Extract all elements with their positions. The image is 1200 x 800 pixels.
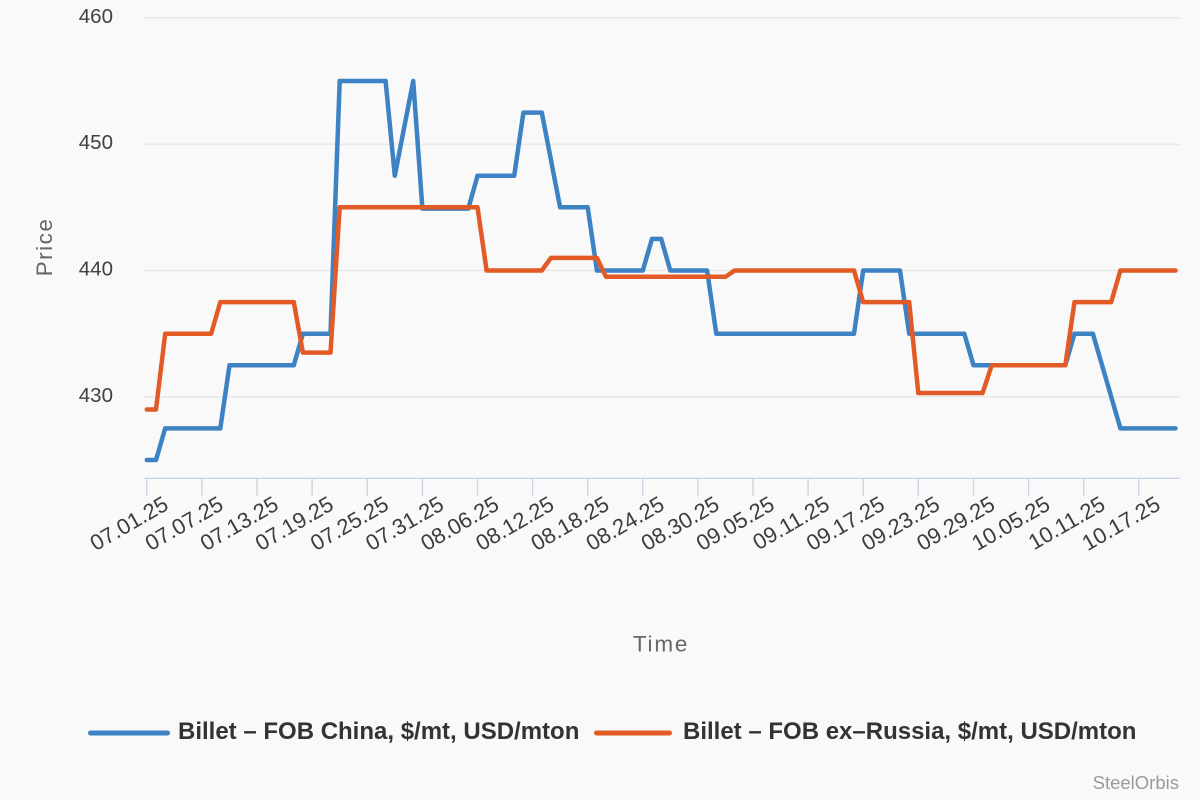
svg-text:460: 460 bbox=[79, 5, 113, 28]
svg-text:Billet – FOB China, $/mt, USD/: Billet – FOB China, $/mt, USD/mton bbox=[178, 718, 579, 745]
svg-text:430: 430 bbox=[79, 384, 113, 407]
svg-text:Time: Time bbox=[633, 632, 689, 657]
svg-text:Billet – FOB ex–Russia, $/mt,: Billet – FOB ex–Russia, $/mt, USD/mton bbox=[683, 718, 1136, 745]
svg-text:450: 450 bbox=[79, 131, 113, 154]
svg-text:440: 440 bbox=[79, 258, 113, 281]
svg-text:SteelOrbis: SteelOrbis bbox=[1093, 772, 1179, 793]
svg-text:Price: Price bbox=[32, 218, 57, 277]
